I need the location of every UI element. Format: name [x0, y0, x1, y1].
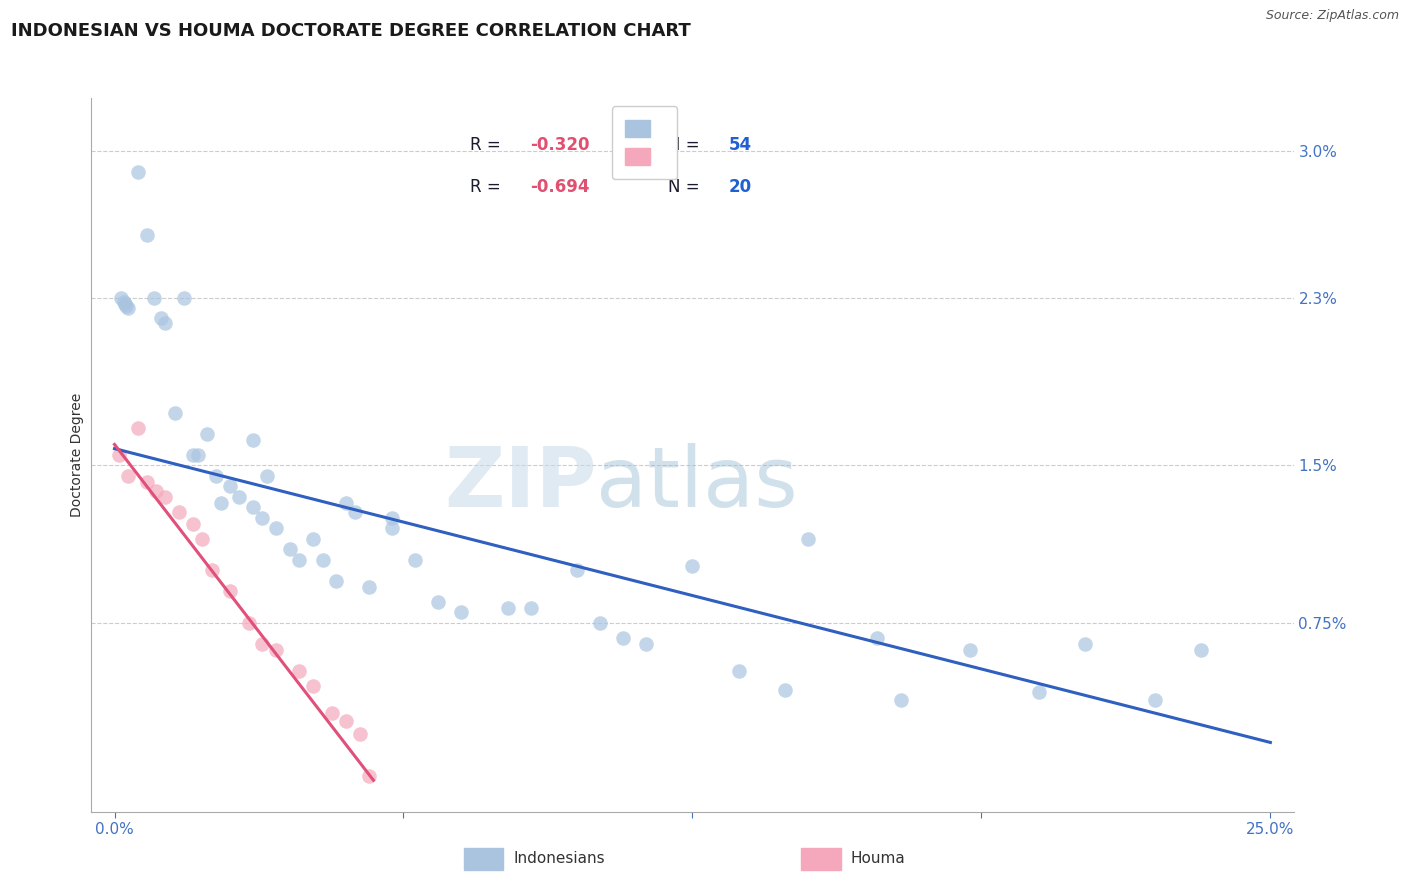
Point	[565, 563, 588, 577]
Text: -0.320: -0.320	[530, 136, 589, 153]
Point	[205, 469, 228, 483]
Point	[181, 517, 204, 532]
Point	[155, 490, 177, 504]
Point	[1074, 637, 1097, 651]
Y-axis label: Doctorate Degree: Doctorate Degree	[70, 392, 84, 517]
Legend: , : ,	[612, 106, 676, 179]
Point	[889, 693, 911, 707]
Point	[266, 643, 288, 657]
Text: N =: N =	[668, 136, 706, 153]
Point	[519, 601, 541, 615]
Point	[866, 631, 889, 645]
Point	[681, 559, 703, 574]
Point	[127, 164, 149, 178]
Point	[278, 542, 301, 557]
Point	[209, 496, 232, 510]
Point	[181, 448, 204, 462]
Point	[242, 434, 264, 448]
Point	[636, 637, 658, 651]
Point	[302, 679, 325, 693]
Bar	[801, 848, 841, 871]
Point	[496, 601, 519, 615]
Point	[252, 511, 274, 525]
Point	[773, 683, 796, 698]
Point	[219, 584, 242, 599]
Text: Source: ZipAtlas.com: Source: ZipAtlas.com	[1265, 9, 1399, 22]
Point	[1028, 685, 1050, 699]
Text: Houma: Houma	[851, 851, 905, 866]
Point	[173, 291, 195, 305]
Point	[321, 706, 343, 720]
Point	[201, 563, 224, 577]
Point	[427, 595, 450, 609]
Point	[381, 521, 404, 535]
Point	[135, 475, 157, 490]
Point	[288, 664, 311, 678]
Point	[450, 605, 472, 619]
Point	[797, 532, 820, 546]
Point	[357, 769, 380, 783]
Point	[195, 426, 218, 441]
Point	[110, 291, 132, 305]
Point	[252, 637, 274, 651]
Point	[302, 532, 325, 546]
Point	[112, 294, 135, 309]
Point	[117, 469, 139, 483]
Point	[1189, 643, 1212, 657]
Point	[155, 316, 177, 330]
Point	[343, 505, 366, 519]
Point	[187, 448, 209, 462]
Text: 20: 20	[728, 178, 752, 196]
Point	[266, 521, 288, 535]
Point	[381, 511, 404, 525]
Text: ZIP: ZIP	[444, 443, 596, 524]
Point	[149, 311, 172, 326]
Point	[115, 299, 138, 313]
Point	[727, 664, 749, 678]
Point	[117, 301, 139, 315]
Text: R =: R =	[470, 136, 506, 153]
Text: 54: 54	[728, 136, 752, 153]
Text: -0.694: -0.694	[530, 178, 589, 196]
Point	[127, 420, 149, 434]
Point	[163, 406, 186, 420]
Point	[311, 553, 333, 567]
Point	[135, 227, 157, 242]
Point	[219, 479, 242, 493]
Text: N =: N =	[668, 178, 706, 196]
Point	[335, 496, 357, 510]
Point	[404, 553, 426, 567]
Point	[142, 291, 165, 305]
Point	[238, 615, 260, 630]
Point	[191, 532, 214, 546]
Point	[145, 483, 167, 498]
Point	[242, 500, 264, 515]
Text: atlas: atlas	[596, 443, 799, 524]
Point	[357, 580, 380, 594]
Point	[335, 714, 357, 729]
Point	[108, 448, 131, 462]
Point	[959, 643, 981, 657]
Text: INDONESIAN VS HOUMA DOCTORATE DEGREE CORRELATION CHART: INDONESIAN VS HOUMA DOCTORATE DEGREE COR…	[11, 22, 690, 40]
Point	[612, 631, 634, 645]
Bar	[464, 848, 503, 871]
Text: Indonesians: Indonesians	[513, 851, 605, 866]
Point	[228, 490, 250, 504]
Point	[288, 553, 311, 567]
Point	[114, 297, 136, 311]
Point	[256, 469, 278, 483]
Point	[349, 727, 371, 741]
Point	[589, 615, 612, 630]
Point	[325, 574, 347, 588]
Text: R =: R =	[470, 178, 506, 196]
Point	[167, 505, 190, 519]
Point	[1143, 693, 1166, 707]
